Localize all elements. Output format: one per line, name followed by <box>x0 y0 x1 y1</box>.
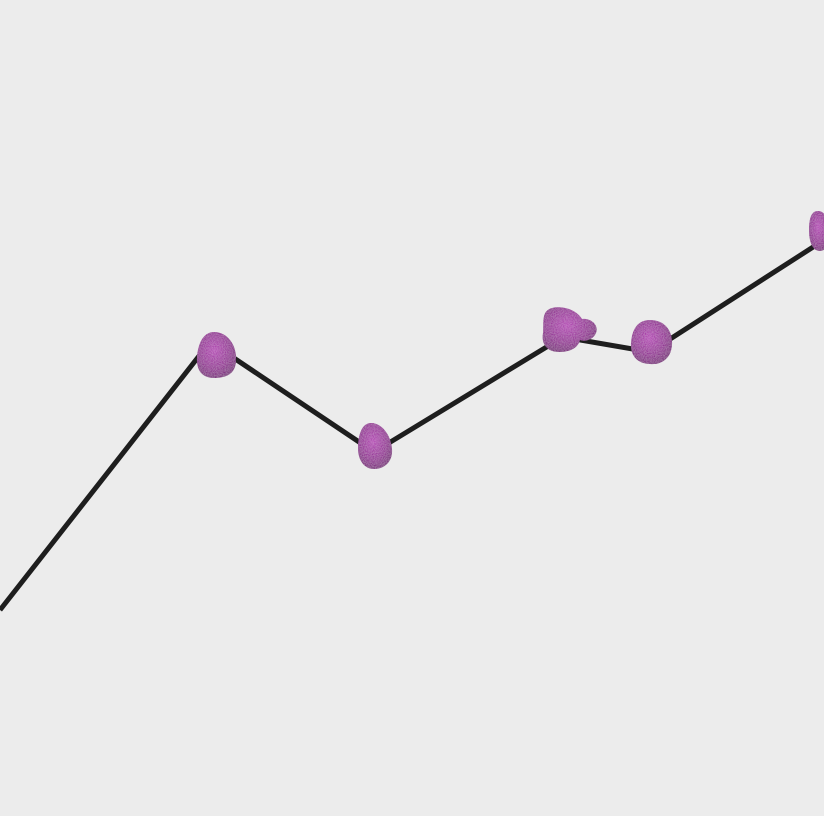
node-blob <box>196 332 237 378</box>
node-blob <box>542 307 597 352</box>
node-blob <box>809 211 824 251</box>
node-5 <box>809 211 824 251</box>
node-2 <box>358 422 393 469</box>
node-1 <box>196 332 237 378</box>
connecting-line <box>0 237 824 612</box>
node-4 <box>630 320 673 365</box>
node-3 <box>542 307 597 352</box>
node-blob <box>630 320 673 365</box>
node-blob <box>358 422 393 469</box>
